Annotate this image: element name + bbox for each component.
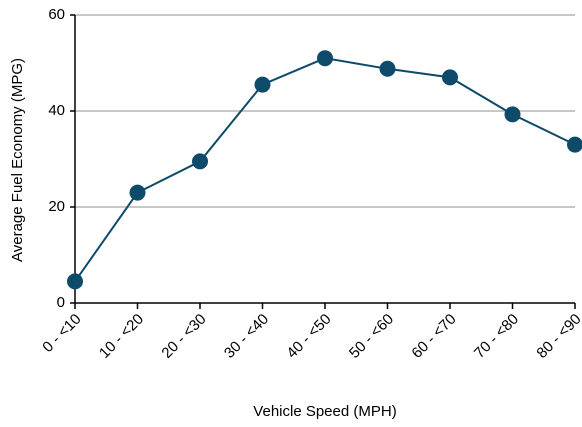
x-tick-label: 80 - <90 xyxy=(533,311,582,362)
point xyxy=(317,50,333,67)
x-tick-label: 20 - <30 xyxy=(158,311,209,362)
point xyxy=(442,69,458,86)
x-axis-title: Vehicle Speed (MPH) xyxy=(253,403,396,420)
y-tick-label: 60 xyxy=(48,6,65,23)
x-tick-label: 0 - <10 xyxy=(39,311,84,356)
y-tick-label: 0 xyxy=(57,294,65,311)
point xyxy=(254,76,271,93)
point xyxy=(67,273,83,290)
x-tick-label: 50 - <60 xyxy=(346,311,397,362)
x-tick-label: 10 - <20 xyxy=(96,311,147,362)
x-tick-label: 60 - <70 xyxy=(408,311,459,362)
x-tick-label: 40 - <50 xyxy=(283,311,334,362)
point xyxy=(379,60,396,77)
x-tick-label: 70 - <80 xyxy=(471,311,522,362)
point xyxy=(192,153,208,170)
series-line xyxy=(74,57,576,282)
y-tick-label: 20 xyxy=(48,198,65,215)
y-tick-label: 40 xyxy=(48,102,65,119)
point xyxy=(504,106,521,123)
point xyxy=(567,136,582,153)
point xyxy=(129,184,146,201)
x-tick-label: 30 - <40 xyxy=(221,311,272,362)
y-axis-title: Average Fuel Economy (MPG) xyxy=(9,58,26,262)
